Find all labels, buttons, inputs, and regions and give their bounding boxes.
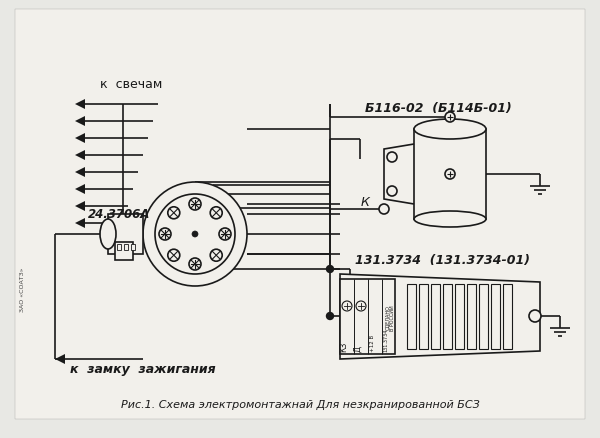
Bar: [414, 130, 486, 219]
Circle shape: [529, 310, 541, 322]
Text: ЗАО «СОАТЗ»: ЗАО «СОАТЗ»: [20, 267, 25, 311]
Bar: [115, 243, 133, 261]
Ellipse shape: [100, 219, 116, 249]
Text: к  замку  зажигания: к замку зажигания: [70, 362, 215, 375]
Bar: [431, 284, 440, 349]
Text: К: К: [361, 195, 370, 208]
Text: +12 В: +12 В: [370, 334, 374, 351]
Text: Б116-02  (Б114Б-01): Б116-02 (Б114Б-01): [365, 102, 512, 115]
Circle shape: [445, 113, 455, 123]
Text: 24.3706А: 24.3706А: [88, 208, 151, 220]
Circle shape: [342, 301, 352, 311]
Circle shape: [445, 170, 455, 180]
Circle shape: [210, 207, 222, 219]
Bar: [124, 244, 128, 251]
Ellipse shape: [414, 120, 486, 140]
Circle shape: [168, 250, 180, 261]
Polygon shape: [75, 184, 85, 194]
Bar: [491, 284, 500, 349]
Polygon shape: [75, 100, 85, 110]
Circle shape: [155, 194, 235, 274]
Bar: [503, 284, 512, 349]
Circle shape: [143, 183, 247, 286]
Bar: [419, 284, 428, 349]
Bar: [340, 279, 395, 354]
Text: Рис.1. Схема электромонтажнай Для незкранированной БСЗ: Рис.1. Схема электромонтажнай Для незкра…: [121, 399, 479, 409]
Text: КЗ: КЗ: [340, 341, 349, 351]
Bar: [455, 284, 464, 349]
Polygon shape: [75, 151, 85, 161]
Circle shape: [159, 229, 171, 240]
Circle shape: [387, 187, 397, 197]
Bar: [108, 215, 143, 254]
Text: к  свечам: к свечам: [100, 78, 163, 91]
Circle shape: [189, 258, 201, 270]
Text: 131.3734: 131.3734: [383, 328, 389, 351]
Polygon shape: [55, 354, 65, 364]
Circle shape: [189, 198, 201, 211]
Text: 131.3734  (131.3734-01): 131.3734 (131.3734-01): [355, 254, 530, 266]
Polygon shape: [75, 168, 85, 177]
Circle shape: [326, 266, 334, 273]
Text: СДЕЛАНО
В РOCСИИ: СДЕЛАНО В РOCСИИ: [385, 304, 395, 330]
Circle shape: [356, 301, 366, 311]
Circle shape: [379, 205, 389, 215]
Circle shape: [387, 153, 397, 162]
Circle shape: [192, 231, 198, 237]
Circle shape: [326, 313, 334, 320]
Bar: [479, 284, 488, 349]
Circle shape: [168, 207, 180, 219]
Bar: [407, 284, 416, 349]
Circle shape: [219, 229, 231, 240]
Bar: [443, 284, 452, 349]
Bar: [467, 284, 476, 349]
Bar: [131, 244, 135, 251]
Polygon shape: [75, 134, 85, 144]
Polygon shape: [75, 219, 85, 229]
Ellipse shape: [414, 212, 486, 227]
Text: Д: Д: [353, 345, 362, 351]
Polygon shape: [75, 201, 85, 212]
Circle shape: [210, 250, 222, 261]
Polygon shape: [340, 274, 540, 359]
Bar: [117, 244, 121, 251]
Polygon shape: [75, 117, 85, 127]
